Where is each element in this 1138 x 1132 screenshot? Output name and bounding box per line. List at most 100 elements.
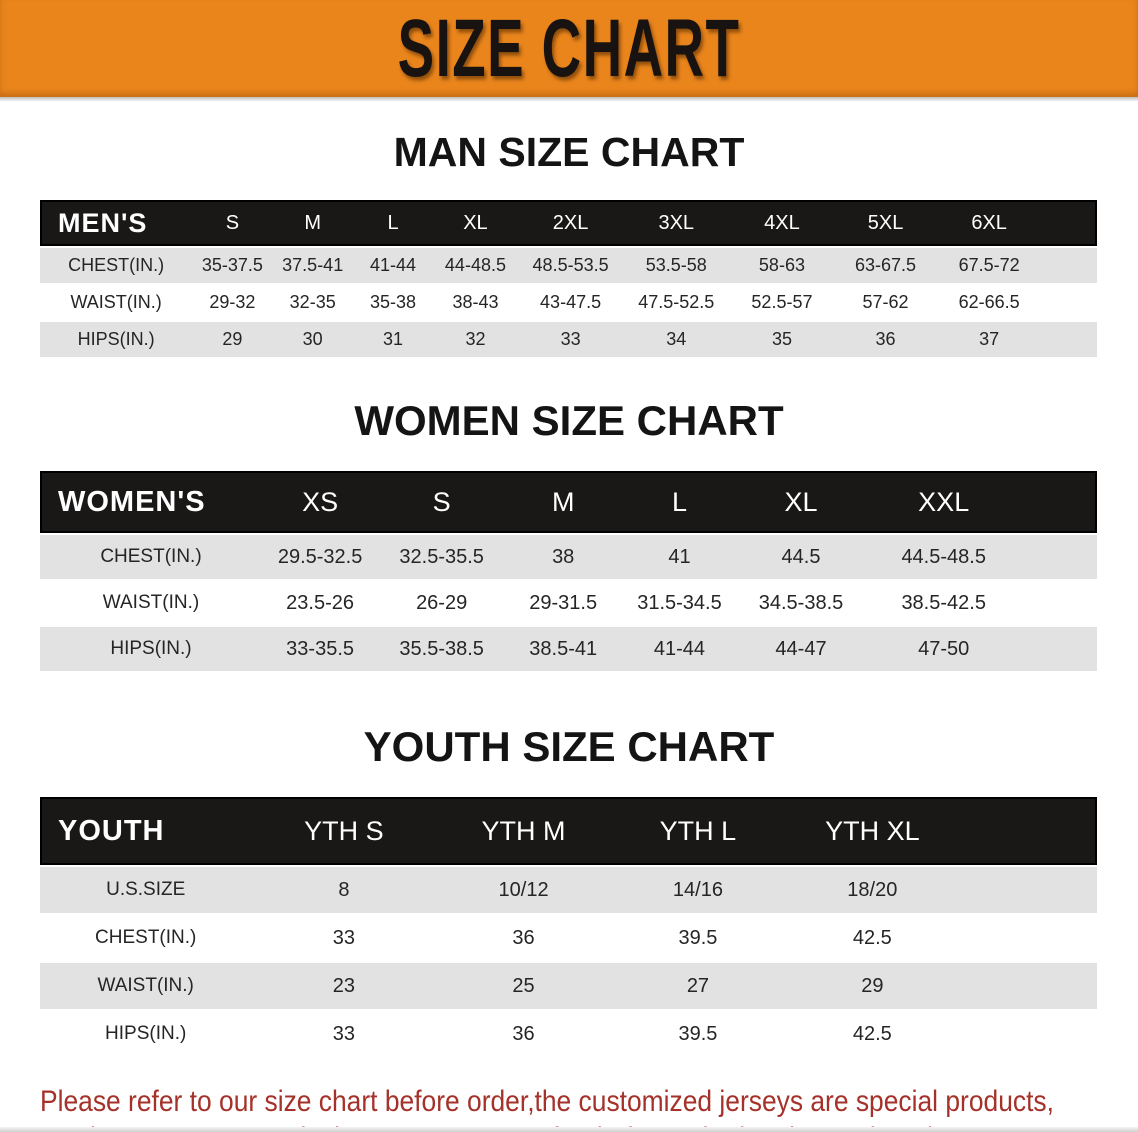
row-label: WAIST(IN.)	[40, 285, 193, 320]
size-value: 52.5-57	[729, 285, 835, 320]
size-value: 42.5	[785, 1011, 960, 1057]
table-row: HIPS(IN.) 29 30 31 32 33 34 35 36 37	[40, 322, 1097, 357]
size-value: 35	[729, 322, 835, 357]
size-value: 47.5-52.5	[623, 285, 730, 320]
table-row: WAIST(IN.) 29-32 32-35 35-38 38-43 43-47.5 47.…	[40, 285, 1097, 320]
column-header: M	[505, 471, 622, 533]
size-value: 31	[352, 322, 434, 357]
row-label: HIPS(IN.)	[40, 627, 262, 671]
column-header: XXL	[864, 471, 1023, 533]
table-header-label: YOUTH	[40, 797, 252, 865]
column-header: XL	[737, 471, 865, 533]
men-chart-heading: MAN SIZE CHART	[393, 129, 745, 175]
size-value: 48.5-53.5	[517, 248, 624, 283]
size-value: 14/16	[610, 867, 786, 913]
spacer-cell	[1022, 535, 1097, 579]
size-value: 10/12	[436, 867, 611, 913]
size-value: 44-48.5	[433, 248, 518, 283]
size-value: 33	[251, 915, 437, 961]
column-header: 4XL	[729, 200, 835, 246]
size-value: 42.5	[785, 915, 960, 961]
disclaimer-text: Please refer to our size chart before or…	[40, 1083, 1138, 1132]
size-value: 35.5-38.5	[378, 627, 506, 671]
table-header-row: YOUTH YTH S YTH M YTH L YTH XL	[40, 797, 1097, 865]
youth-size-table: YOUTH YTH S YTH M YTH L YTH XL U.S.SIZE 8 10/12…	[40, 795, 1097, 1059]
spacer-cell	[959, 797, 1097, 865]
row-label: HIPS(IN.)	[40, 322, 193, 357]
size-value: 39.5	[610, 1011, 786, 1057]
size-value: 58-63	[729, 248, 835, 283]
size-value: 63-67.5	[834, 248, 937, 283]
row-label: WAIST(IN.)	[40, 963, 252, 1009]
column-header: 5XL	[834, 200, 937, 246]
size-value: 30	[272, 322, 353, 357]
size-value: 35-38	[352, 285, 434, 320]
column-header: YTH L	[610, 797, 786, 865]
size-value: 33	[251, 1011, 437, 1057]
size-value: 33	[517, 322, 624, 357]
size-value: 47-50	[864, 627, 1023, 671]
spacer-cell	[1041, 248, 1097, 283]
size-value: 31.5-34.5	[621, 581, 738, 625]
size-value: 36	[834, 322, 937, 357]
row-label: HIPS(IN.)	[40, 1011, 252, 1057]
spacer-cell	[1022, 471, 1097, 533]
column-header: XL	[433, 200, 518, 246]
disclaimer-line-1: Please refer to our size chart before or…	[40, 1085, 1054, 1118]
column-header: L	[621, 471, 738, 533]
table-header-row: MEN'S S M L XL 2XL 3XL 4XL 5XL 6XL	[40, 200, 1097, 246]
column-header: YTH M	[436, 797, 611, 865]
size-value: 53.5-58	[623, 248, 730, 283]
size-value: 34.5-38.5	[737, 581, 865, 625]
size-value: 36	[436, 915, 611, 961]
table-row: CHEST(IN.) 29.5-32.5 32.5-35.5 38 41 44.5 44.5…	[40, 535, 1097, 579]
size-value: 25	[436, 963, 611, 1009]
banner-shadow-divider	[0, 97, 1138, 101]
size-value: 32-35	[272, 285, 353, 320]
size-value: 37.5-41	[272, 248, 353, 283]
column-header: M	[272, 200, 353, 246]
size-value: 33-35.5	[261, 627, 379, 671]
spacer-cell	[1041, 322, 1097, 357]
size-value: 32	[433, 322, 518, 357]
row-label: U.S.SIZE	[40, 867, 252, 913]
size-value: 29	[785, 963, 960, 1009]
size-value: 23	[251, 963, 437, 1009]
men-size-section: MAN SIZE CHART MEN'S S M L XL 2XL 3XL 4XL 5XL 6XL…	[0, 129, 1138, 359]
youth-chart-heading: YOUTH SIZE CHART	[363, 723, 775, 770]
size-value: 44-47	[737, 627, 865, 671]
table-row: CHEST(IN.) 33 36 39.5 42.5	[40, 915, 1097, 961]
table-header-label: MEN'S	[40, 200, 193, 246]
spacer-cell	[1041, 200, 1097, 246]
size-value: 35-37.5	[192, 248, 273, 283]
row-label: WAIST(IN.)	[40, 581, 262, 625]
size-value: 41	[621, 535, 738, 579]
size-value: 36	[436, 1011, 611, 1057]
column-header: S	[192, 200, 273, 246]
spacer-cell	[959, 867, 1097, 913]
table-row: U.S.SIZE 8 10/12 14/16 18/20	[40, 867, 1097, 913]
table-row: HIPS(IN.) 33 36 39.5 42.5	[40, 1011, 1097, 1057]
size-value: 39.5	[610, 915, 786, 961]
size-value: 41-44	[621, 627, 738, 671]
size-value: 29.5-32.5	[261, 535, 379, 579]
size-value: 26-29	[378, 581, 506, 625]
size-value: 41-44	[352, 248, 434, 283]
size-value: 37	[936, 322, 1042, 357]
size-value: 57-62	[834, 285, 937, 320]
spacer-cell	[959, 963, 1097, 1009]
table-header-row: WOMEN'S XS S M L XL XXL	[40, 471, 1097, 533]
row-label: CHEST(IN.)	[40, 535, 262, 579]
column-header: YTH S	[251, 797, 437, 865]
row-label: CHEST(IN.)	[40, 915, 252, 961]
women-size-section: WOMEN SIZE CHART WOMEN'S XS S M L XL XXL CHEST(…	[0, 397, 1138, 673]
size-value: 18/20	[785, 867, 960, 913]
men-size-table: MEN'S S M L XL 2XL 3XL 4XL 5XL 6XL CHEST(IN.) 35-37…	[40, 198, 1097, 359]
column-header: XS	[261, 471, 379, 533]
size-value: 23.5-26	[261, 581, 379, 625]
size-chart-banner: SIZE CHART	[0, 0, 1138, 97]
size-value: 62-66.5	[936, 285, 1042, 320]
size-chart-title: SIZE CHART	[397, 2, 741, 95]
size-value: 29	[192, 322, 273, 357]
